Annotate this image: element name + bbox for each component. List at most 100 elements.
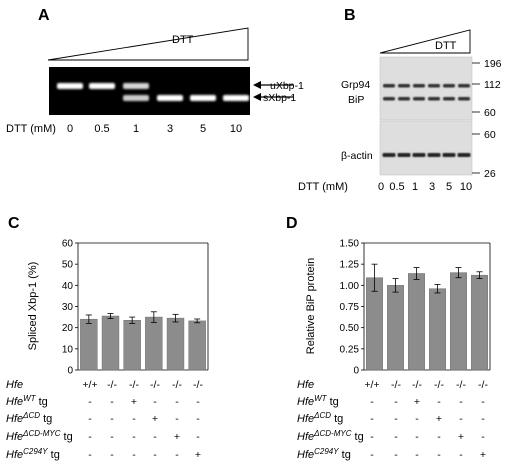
blot-band-bip: [398, 97, 410, 101]
blot-band-bip: [413, 97, 425, 101]
panel-c-chart: 0 10 20 30 40 50 60: [62, 239, 209, 377]
genotype-cell: -: [415, 449, 419, 461]
genotype-cell: +: [195, 449, 201, 461]
genotype-cell: -: [437, 396, 441, 408]
panel-b-mw-60-bottom: 60: [484, 129, 496, 141]
genotype-cell: -/-: [412, 379, 422, 391]
genotype-table-right: Hfe +/+ -/- -/- -/- -/- -/-HfeWT tg - - + - - -HfeΔC…: [297, 379, 488, 461]
blot-band-bip: [428, 97, 440, 101]
genotype-cell: -/-: [107, 379, 117, 391]
gel-band-lower: [123, 95, 149, 101]
y-tick-label: 0.25: [340, 344, 360, 355]
genotype-cell: -: [370, 431, 374, 443]
genotype-cell: -/-: [391, 379, 401, 391]
genotype-cell: -: [394, 413, 398, 425]
panel-d-chart: 0 0.25 0.50 0.75 1.00 1.25 1.50: [340, 239, 491, 377]
genotype-cell: -: [175, 396, 179, 408]
genotype-cell: +: [131, 396, 137, 408]
panel-b-blot-lower: [379, 120, 473, 176]
genotype-cell: +/+: [364, 379, 379, 391]
bar: [408, 273, 425, 371]
genotype-cell: -: [196, 413, 200, 425]
genotype-cell: -/-: [193, 379, 203, 391]
blot-band-actin: [442, 153, 456, 157]
blot-band-actin: [427, 153, 441, 157]
y-tick-label: 60: [62, 239, 74, 250]
panel-a-lane-label: 0: [67, 123, 73, 135]
genotype-table-left: Hfe +/+ -/- -/- -/- -/- -/- HfeWT tg - - + - - - HfeΔC…: [6, 379, 203, 461]
y-tick-label: 40: [62, 281, 74, 292]
genotype-cell: +: [174, 431, 180, 443]
genotype-cell: -: [175, 413, 179, 425]
panel-a-lane-labels: 0 0.5 1 3 5 10: [67, 123, 242, 135]
y-tick-label: 0.75: [340, 302, 360, 313]
panel-a-lane-label: 3: [167, 123, 173, 135]
genotype-cell: -: [110, 413, 114, 425]
panel-a-dtt-wedge: [47, 27, 249, 61]
bar: [188, 320, 206, 371]
genotype-cell: -: [153, 449, 157, 461]
gel-band-lower: [223, 95, 249, 101]
genotype-cell: -: [370, 449, 374, 461]
genotype-cell: +: [436, 413, 442, 425]
genotype-cell: -: [88, 396, 92, 408]
blot-band-actin: [397, 153, 411, 157]
genotype-cell: -/-: [172, 379, 182, 391]
panel-b-lane-label: 0.5: [389, 181, 404, 193]
genotype-cell: -: [394, 431, 398, 443]
blot-band-grp94: [428, 84, 440, 88]
panel-a-band-lower-label: sXbp-1: [263, 92, 296, 104]
bar: [450, 272, 467, 371]
panel-b-mw-26: 26: [484, 168, 496, 180]
genotype-cell: -: [394, 396, 398, 408]
panel-a-wedge-label: DTT: [172, 34, 194, 46]
bar: [123, 320, 141, 371]
genotype-cell: -: [459, 396, 463, 408]
genotype-cell: -: [153, 431, 157, 443]
genotype-cell: -: [88, 413, 92, 425]
genotype-cell: -: [481, 431, 485, 443]
panel-a-lane-label: 1: [133, 123, 139, 135]
panel-b-row-label-actin: β-actin: [341, 150, 373, 162]
genotype-row-label: HfeWT tg: [297, 394, 339, 408]
genotype-cell: +: [458, 431, 464, 443]
panel-b-row-label-bip: BiP: [348, 94, 364, 106]
bar: [80, 318, 98, 371]
y-tick-label: 50: [62, 260, 74, 271]
y-tick-label: 1.25: [340, 260, 360, 271]
genotype-cell: -: [394, 449, 398, 461]
genotype-cell: -: [196, 431, 200, 443]
genotype-cell: -: [110, 449, 114, 461]
panel-b-lane-label: 1: [412, 181, 418, 193]
genotype-row-label: HfeΔCD-MYC tg: [297, 429, 364, 443]
panel-b-mw-60-top: 60: [484, 107, 496, 119]
panel-b-wedge-label: DTT: [435, 40, 457, 52]
genotype-cell: +: [480, 449, 486, 461]
genotype-cell: -: [88, 431, 92, 443]
genotype-cell: +: [152, 413, 158, 425]
genotype-cell: -: [110, 396, 114, 408]
blot-band-bip: [458, 97, 470, 101]
panel-b-lane-label: 10: [460, 181, 472, 193]
gel-band-lower: [157, 95, 183, 101]
blot-band-grp94: [398, 84, 410, 88]
panel-a-lane-label: 0.5: [94, 123, 109, 135]
panel-c-y-axis-title: Spliced Xbp-1 (%): [27, 262, 39, 351]
y-tick-label: 1.50: [340, 239, 360, 250]
bar: [429, 288, 446, 371]
genotype-cell: -/-: [478, 379, 488, 391]
panel-d: D 0 0.25 0.50 0.75 1.00 1.25 1.50 Relative BiP…: [286, 215, 491, 377]
panel-b-blot-upper: [379, 56, 473, 121]
panel-b-lane-label: 0: [378, 181, 384, 193]
panel-a-x-title: DTT (mM): [6, 123, 56, 135]
panel-a-bands: [57, 83, 249, 101]
panel-a-lane-label: 5: [200, 123, 206, 135]
genotype-cell: -/-: [150, 379, 160, 391]
bar: [387, 285, 404, 371]
genotype-cell: -: [415, 413, 419, 425]
panel-c: C 0 10 20 30 40 50 60 Spliced Xbp-1 (%): [8, 215, 209, 377]
blot-band-bip: [383, 97, 395, 101]
genotype-cell: -: [370, 396, 374, 408]
blot-band-grp94: [443, 84, 455, 88]
panel-b-dtt-wedge: [379, 29, 471, 54]
